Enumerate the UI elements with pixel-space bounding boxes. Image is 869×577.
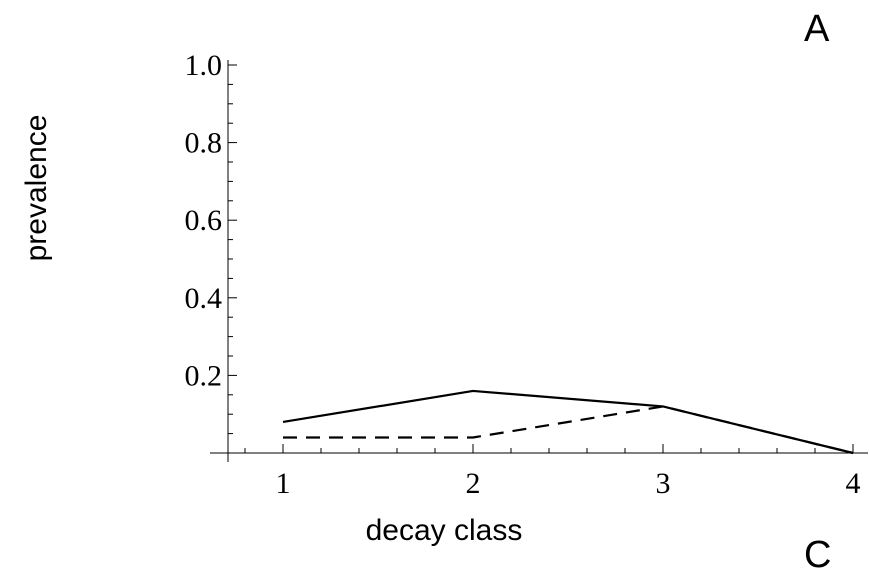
y-axis-label: prevalence: [20, 114, 53, 262]
y-axis-label-wrap: prevalence: [0, 0, 60, 558]
y-tick-label: 0.8: [185, 127, 223, 160]
panel-label-a: A: [804, 8, 830, 50]
x-tick-label: 2: [466, 467, 481, 500]
panel-label-c: C: [804, 534, 832, 576]
prevalence-chart: 0.2 0.4 0.6 0.8 1.0 1 2 3 4: [185, 49, 868, 500]
x-tick-label: 1: [276, 467, 291, 500]
series-line-solid: [282, 389, 854, 455]
series-line-dashed: [283, 405, 854, 455]
y-tick-label: 0.2: [185, 359, 223, 392]
x-tick-label: 4: [846, 467, 861, 500]
x-axis-label: decay class: [365, 514, 523, 547]
y-tick-label: 1.0: [185, 49, 223, 82]
x-tick-label: 3: [656, 467, 671, 500]
y-tick-label: 0.6: [185, 204, 223, 237]
y-tick-label: 0.4: [185, 282, 223, 315]
